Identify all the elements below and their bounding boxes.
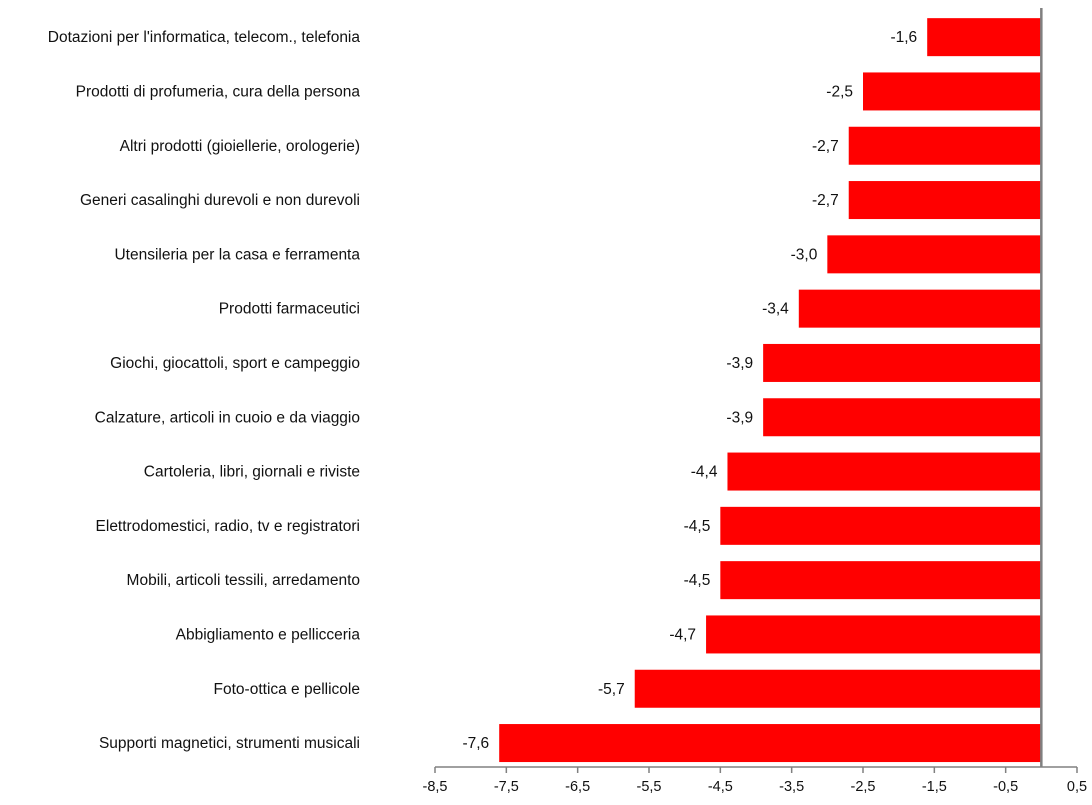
x-tick-label: -4,5 [708, 779, 733, 795]
x-tick-label: 0,5 [1067, 779, 1087, 795]
bar [848, 126, 1042, 165]
x-tick-label: -1,5 [922, 779, 947, 795]
bar [827, 235, 1042, 274]
bar [763, 343, 1042, 382]
data-label: -3,9 [726, 409, 753, 426]
bar [720, 506, 1042, 545]
x-tick-label: -0,5 [993, 779, 1018, 795]
category-label: Cartoleria, libri, giornali e riviste [144, 464, 360, 481]
category-label: Mobili, articoli tessili, arredamento [127, 572, 360, 589]
category-label: Giochi, giocattoli, sport e campeggio [110, 355, 360, 372]
bar [720, 561, 1042, 600]
category-label: Dotazioni per l'informatica, telecom., t… [48, 29, 361, 46]
category-label: Foto-ottica e pellicole [214, 681, 360, 698]
bar [499, 724, 1042, 763]
bar [634, 669, 1042, 708]
bar [763, 398, 1042, 437]
bar [727, 452, 1042, 491]
data-label: -1,6 [890, 29, 917, 46]
category-label: Altri prodotti (gioiellerie, orologerie) [120, 138, 360, 155]
x-tick-label: -2,5 [851, 779, 876, 795]
category-label: Utensileria per la casa e ferramenta [114, 246, 360, 263]
x-tick-label: -8,5 [423, 779, 448, 795]
category-label: Prodotti di profumeria, cura della perso… [76, 83, 361, 100]
data-label: -4,5 [684, 572, 711, 589]
data-label: -3,9 [726, 355, 753, 372]
category-label: Supporti magnetici, strumenti musicali [99, 735, 360, 752]
category-label: Generi casalinghi durevoli e non durevol… [80, 192, 360, 209]
bar [706, 615, 1042, 654]
data-label: -3,4 [762, 301, 789, 318]
bar [927, 18, 1042, 57]
x-tick-label: -6,5 [565, 779, 590, 795]
bar [848, 181, 1042, 220]
data-label: -7,6 [462, 735, 489, 752]
data-label: -4,5 [684, 518, 711, 535]
bar [798, 289, 1042, 328]
bars-layer [499, 18, 1042, 763]
data-labels: -1,6 -2,5 -2,7 -2,7 -3,0 -3,4 -3,9 -3,9 -4,4 -4,5… [462, 29, 917, 752]
category-label: Prodotti farmaceutici [219, 301, 360, 318]
category-label: Calzature, articoli in cuoio e da viaggi… [95, 409, 360, 426]
data-label: -4,4 [691, 464, 718, 481]
data-label: -2,5 [826, 83, 853, 100]
x-tick-label: -7,5 [494, 779, 519, 795]
data-label: -2,7 [812, 138, 839, 155]
x-axis: -8,5 -7,5 -6,5 -5,5 -4,5 -3,5 -2,5 -1,5 -0,5 0,5 [423, 8, 1087, 795]
category-labels: Dotazioni per l'informatica, telecom., t… [48, 29, 361, 752]
category-label: Abbigliamento e pellicceria [176, 626, 361, 643]
data-label: -2,7 [812, 192, 839, 209]
bar [863, 72, 1042, 111]
x-tick-label: -3,5 [779, 779, 804, 795]
data-label: -3,0 [791, 246, 818, 263]
category-label: Elettrodomestici, radio, tv e registrato… [96, 518, 360, 535]
data-label: -5,7 [598, 681, 625, 698]
data-label: -4,7 [669, 626, 696, 643]
x-tick-label: -5,5 [637, 779, 662, 795]
